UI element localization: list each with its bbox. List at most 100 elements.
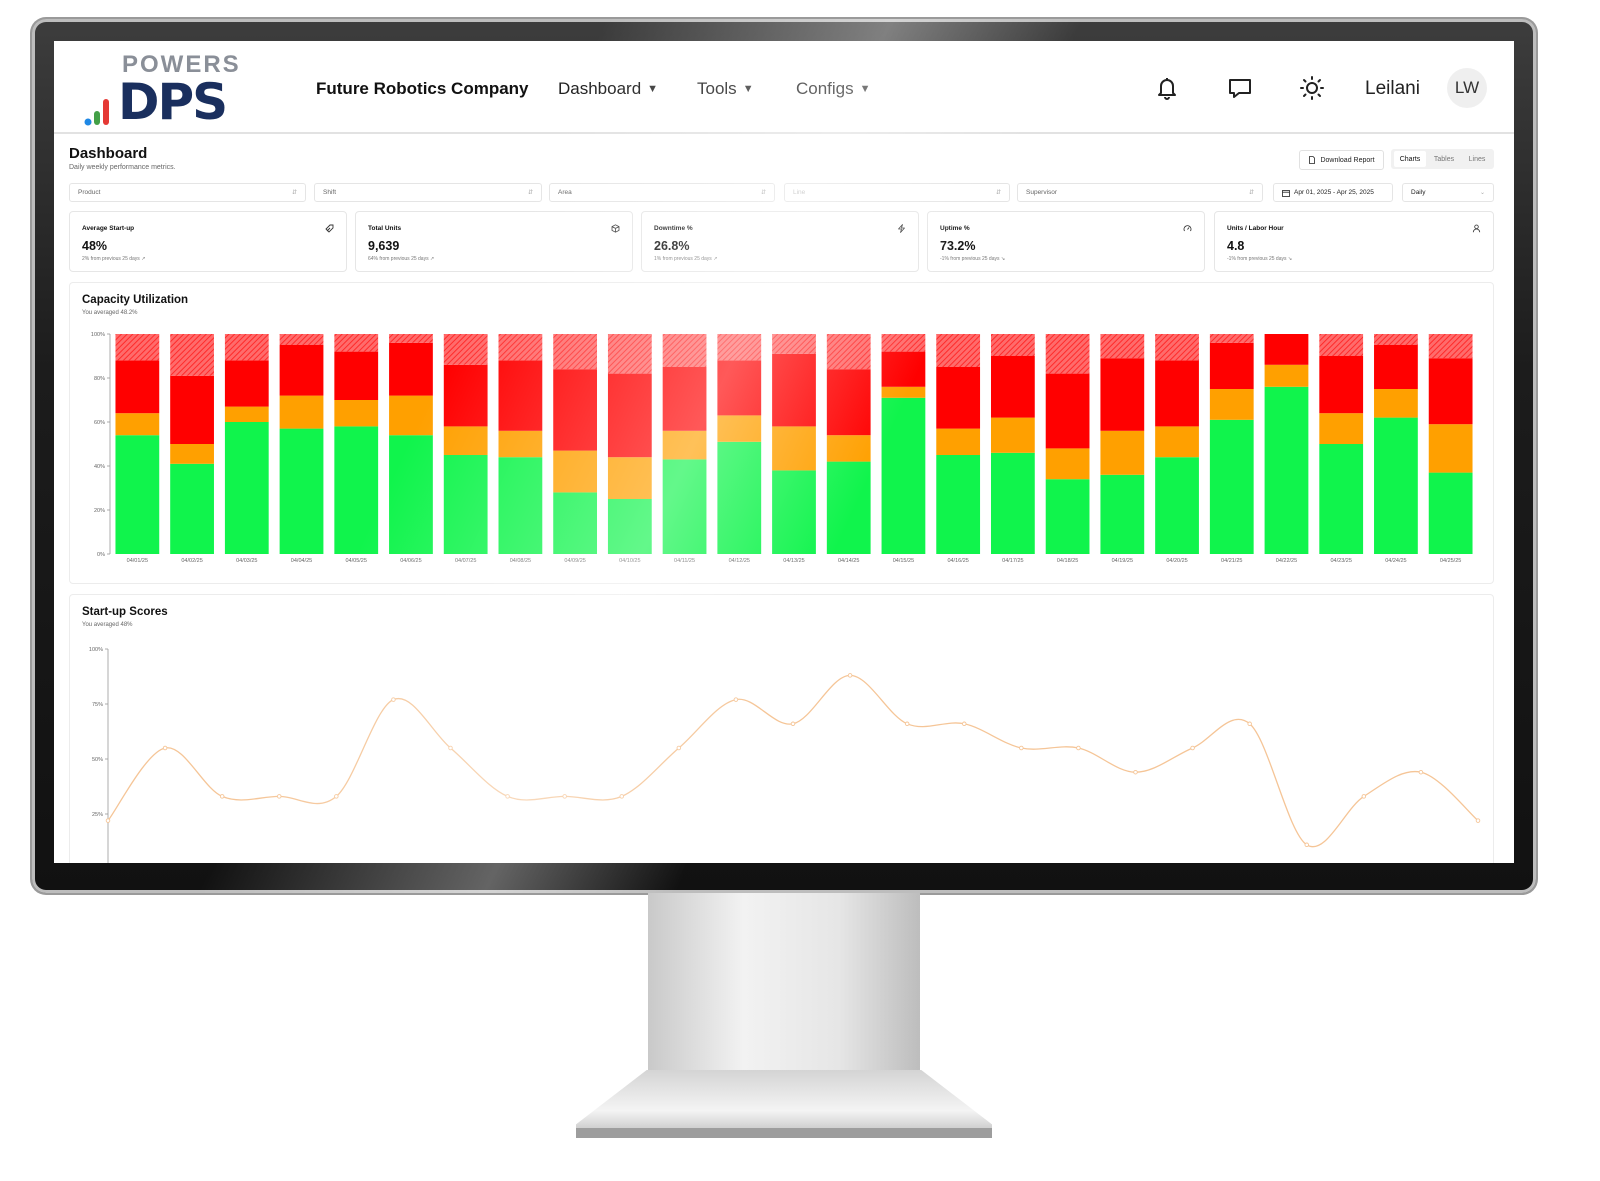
bar-segment <box>1100 334 1145 359</box>
data-point <box>1190 745 1195 751</box>
shift-select[interactable]: Shift ⇵ <box>314 183 542 202</box>
bar-segment <box>279 334 324 345</box>
bar-segment <box>224 334 269 361</box>
tab-tables[interactable]: Tables <box>1433 155 1455 163</box>
bar-segment <box>1209 334 1254 343</box>
view-toggle: Charts Tables Lines <box>1391 149 1494 169</box>
bar-segment <box>881 386 926 398</box>
bar-segment <box>1374 334 1418 345</box>
bar-segment <box>881 334 926 352</box>
bar-segment <box>553 450 598 493</box>
bar-segment <box>443 426 488 455</box>
product-select[interactable]: Product ⇵ <box>69 183 306 202</box>
data-point <box>1418 769 1424 775</box>
bar-segment <box>990 334 1035 356</box>
kpi-card-uptime: Uptime % 73.2% -1% from previous 25 days… <box>927 211 1205 272</box>
nav-dashboard-label: Dashboard <box>558 79 642 98</box>
area-select[interactable]: Area ⇵ <box>549 183 775 202</box>
bar-segment <box>772 470 816 554</box>
bar-segment <box>1100 358 1145 431</box>
chat-icon[interactable] <box>1227 75 1253 101</box>
bar-segment <box>279 345 324 396</box>
startup-scores-chart: 25% 50% 75% 100% <box>89 647 1481 863</box>
x-tick-label: 04/21/25 <box>1221 558 1242 564</box>
bar-segment <box>498 457 543 554</box>
page-subtitle: Daily weekly performance metrics. <box>69 164 176 171</box>
chevron-down-icon: ⌄ <box>1479 190 1485 196</box>
x-tick-label: 04/25/25 <box>1440 558 1461 564</box>
bar-segment <box>498 334 543 361</box>
data-point <box>105 818 111 823</box>
interval-select[interactable]: Daily ⌄ <box>1402 183 1494 202</box>
bar-segment <box>936 367 981 429</box>
x-tick-label: 04/18/25 <box>1057 558 1078 564</box>
data-point <box>219 794 225 799</box>
bar-segment <box>826 369 871 436</box>
data-point <box>733 697 739 702</box>
bar-segment <box>498 430 543 458</box>
supervisor-select-label: Supervisor <box>1026 189 1058 196</box>
nav-configs-label: Configs <box>796 79 854 98</box>
bar-segment <box>170 444 214 464</box>
trend-down-icon: ↘ <box>1000 256 1006 262</box>
supervisor-select[interactable]: Supervisor ⇵ <box>1017 183 1263 202</box>
nav-dashboard-menu[interactable]: Dashboard ▼ <box>558 79 658 99</box>
person-icon <box>1472 224 1481 233</box>
bar-segment <box>990 356 1035 418</box>
bar-segment <box>990 452 1035 554</box>
data-point <box>505 794 510 799</box>
kpi-label: Total Units <box>368 225 402 232</box>
product-select-label: Product <box>78 189 101 196</box>
nav-configs-menu[interactable]: Configs ▼ <box>796 79 871 99</box>
startup-scores-card: Start-up Scores You averaged 48% 25% 50% 7… <box>69 594 1494 863</box>
chevron-down-icon: ▼ <box>742 83 754 95</box>
data-point <box>1475 818 1481 823</box>
x-tick-label: 04/13/25 <box>783 558 804 564</box>
download-report-button[interactable]: Download Report <box>1299 150 1384 170</box>
kpi-card-average-startup: Average Start-up 48% 2% from previous 25… <box>69 211 347 272</box>
shift-select-label: Shift <box>323 189 337 196</box>
kpi-value: 73.2% <box>940 239 976 253</box>
bar-segment <box>662 430 707 460</box>
y-tick-label: 50% <box>92 757 103 763</box>
capacity-utilization-card: Capacity Utilization You averaged 48.2% … <box>69 282 1494 584</box>
area-select-label: Area <box>558 189 572 196</box>
bar-segment <box>170 334 214 376</box>
sort-icon: ⇵ <box>995 190 1001 196</box>
x-tick-label: 04/06/25 <box>400 558 421 564</box>
kpi-value: 9,639 <box>368 239 400 253</box>
bar-segment <box>334 426 379 554</box>
user-name[interactable]: Leilani <box>1365 78 1420 99</box>
bar-segment <box>1374 389 1418 418</box>
sun-icon[interactable] <box>1299 75 1325 101</box>
series-line <box>107 674 1479 848</box>
bar-segment <box>826 461 871 554</box>
kpi-value: 4.8 <box>1227 239 1245 253</box>
company-logo[interactable]: POWERS DPS <box>84 49 254 131</box>
data-point <box>162 745 168 751</box>
date-range-picker[interactable]: Apr 01, 2025 - Apr 25, 2025 <box>1273 183 1393 202</box>
x-tick-label: 04/14/25 <box>838 558 859 564</box>
data-point <box>391 697 396 702</box>
bar-segment <box>1374 345 1418 389</box>
data-point <box>276 794 282 799</box>
x-tick-label: 04/16/25 <box>947 558 968 564</box>
x-tick-label: 04/24/25 <box>1385 558 1406 564</box>
avatar[interactable]: LW <box>1447 68 1487 108</box>
nav-tools-menu[interactable]: Tools ▼ <box>697 79 754 99</box>
chart-title: Capacity Utilization <box>82 294 189 306</box>
bar-segment <box>553 492 598 554</box>
bar-segment <box>1155 334 1199 361</box>
screen: POWERS DPS Future Robotics Company Dashb… <box>54 41 1514 863</box>
bar-segment <box>717 415 762 442</box>
line-select[interactable]: Line ⇵ <box>784 183 1010 202</box>
kpi-delta: -1% from previous 25 days ↘ <box>940 256 1005 262</box>
tab-charts[interactable]: Charts <box>1394 151 1426 167</box>
bolt-icon <box>898 224 905 233</box>
bell-icon[interactable] <box>1154 75 1180 101</box>
tab-lines[interactable]: Lines <box>1468 155 1486 163</box>
bar-segment <box>1155 426 1199 458</box>
y-tick-label: 80% <box>94 376 105 382</box>
bar-segment <box>1264 364 1309 387</box>
x-tick-label: 04/02/25 <box>181 558 202 564</box>
